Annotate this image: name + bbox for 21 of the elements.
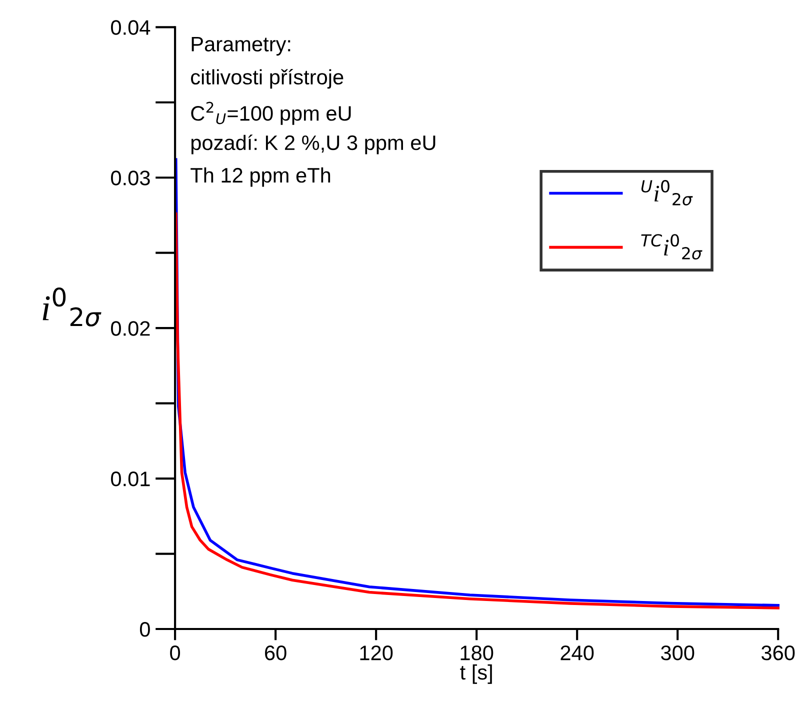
y-axis-title: i$^{0}$$_{2σ}$	[42, 288, 102, 326]
annotation: Parametry:	[192, 36, 290, 56]
annotation: Th 12 ppm eTh	[190, 167, 330, 187]
y-tick-label: 0	[140, 622, 150, 637]
x-tick-label: 300	[661, 646, 694, 660]
annotation: C$^{2}$$_{U}$=100 ppm eU	[191, 102, 351, 125]
legend-label: $^{U}$i$^{0}$$_{2σ}$	[641, 180, 693, 206]
x-tick-label: 60	[265, 646, 286, 660]
x-tick-label: 0	[170, 646, 180, 660]
y-tick-label: 0.03	[111, 170, 150, 186]
annotation: pozadí: K 2 %,U 3 ppm eU	[191, 134, 436, 154]
y-tick-label: 0.02	[111, 321, 150, 336]
x-tick-label: 240	[560, 646, 594, 660]
y-tick-label: 0.04	[111, 20, 150, 35]
x-tick-label: 360	[762, 646, 795, 660]
x-tick-label: 120	[360, 646, 393, 660]
x-tick-label: 180	[460, 646, 494, 660]
annotation: citlivosti přístroje	[191, 68, 344, 89]
x-axis-title: t [s]	[460, 664, 492, 684]
legend-label: $^{TC}$i$^{0}$$_{2σ}$	[641, 234, 702, 260]
y-tick-label: 0.01	[111, 472, 150, 486]
